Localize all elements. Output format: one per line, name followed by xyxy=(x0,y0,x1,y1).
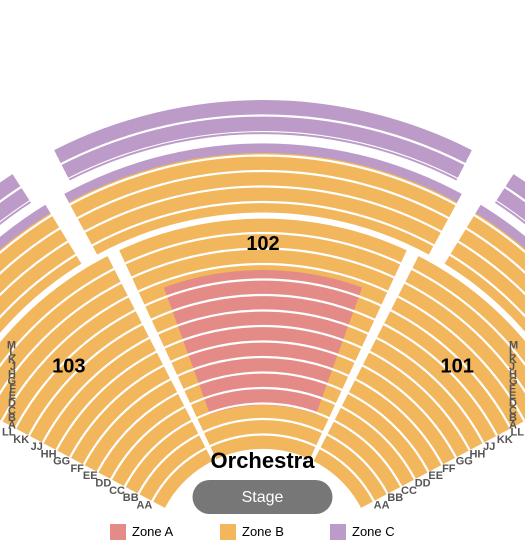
section-label-s103: 103 xyxy=(52,355,85,377)
stage-label: Stage xyxy=(242,489,284,506)
row-label: KK xyxy=(13,434,29,446)
row-label: DD xyxy=(95,478,111,490)
legend: Zone A Zone B Zone C xyxy=(110,524,395,540)
row-label: EE xyxy=(428,470,443,482)
row-label: EE xyxy=(83,470,98,482)
row-label: CC xyxy=(109,485,125,497)
legend-swatch xyxy=(110,524,126,540)
row-label: AA xyxy=(136,499,152,511)
legend-swatch xyxy=(330,524,346,540)
orchestra-label: Orchestra xyxy=(211,448,316,473)
legend-swatch xyxy=(220,524,236,540)
section-label-s102: 102 xyxy=(246,233,279,255)
legend-label: Zone A xyxy=(132,524,174,539)
row-label: M xyxy=(509,339,518,351)
row-label: JJ xyxy=(483,441,495,453)
legend-label: Zone C xyxy=(352,524,395,539)
legend-label: Zone B xyxy=(242,524,284,539)
row-label: FF xyxy=(70,463,84,475)
row-label: BB xyxy=(123,492,139,504)
row-label: M xyxy=(7,339,16,351)
seating-map: 101102103AAAABBBBCCCCDDDDEEEEFFFFGGGGHHH… xyxy=(0,100,525,546)
row-label: JJ xyxy=(31,441,43,453)
row-label: FF xyxy=(442,463,456,475)
section-label-s101: 101 xyxy=(441,355,474,377)
row-label: HH xyxy=(41,448,57,460)
